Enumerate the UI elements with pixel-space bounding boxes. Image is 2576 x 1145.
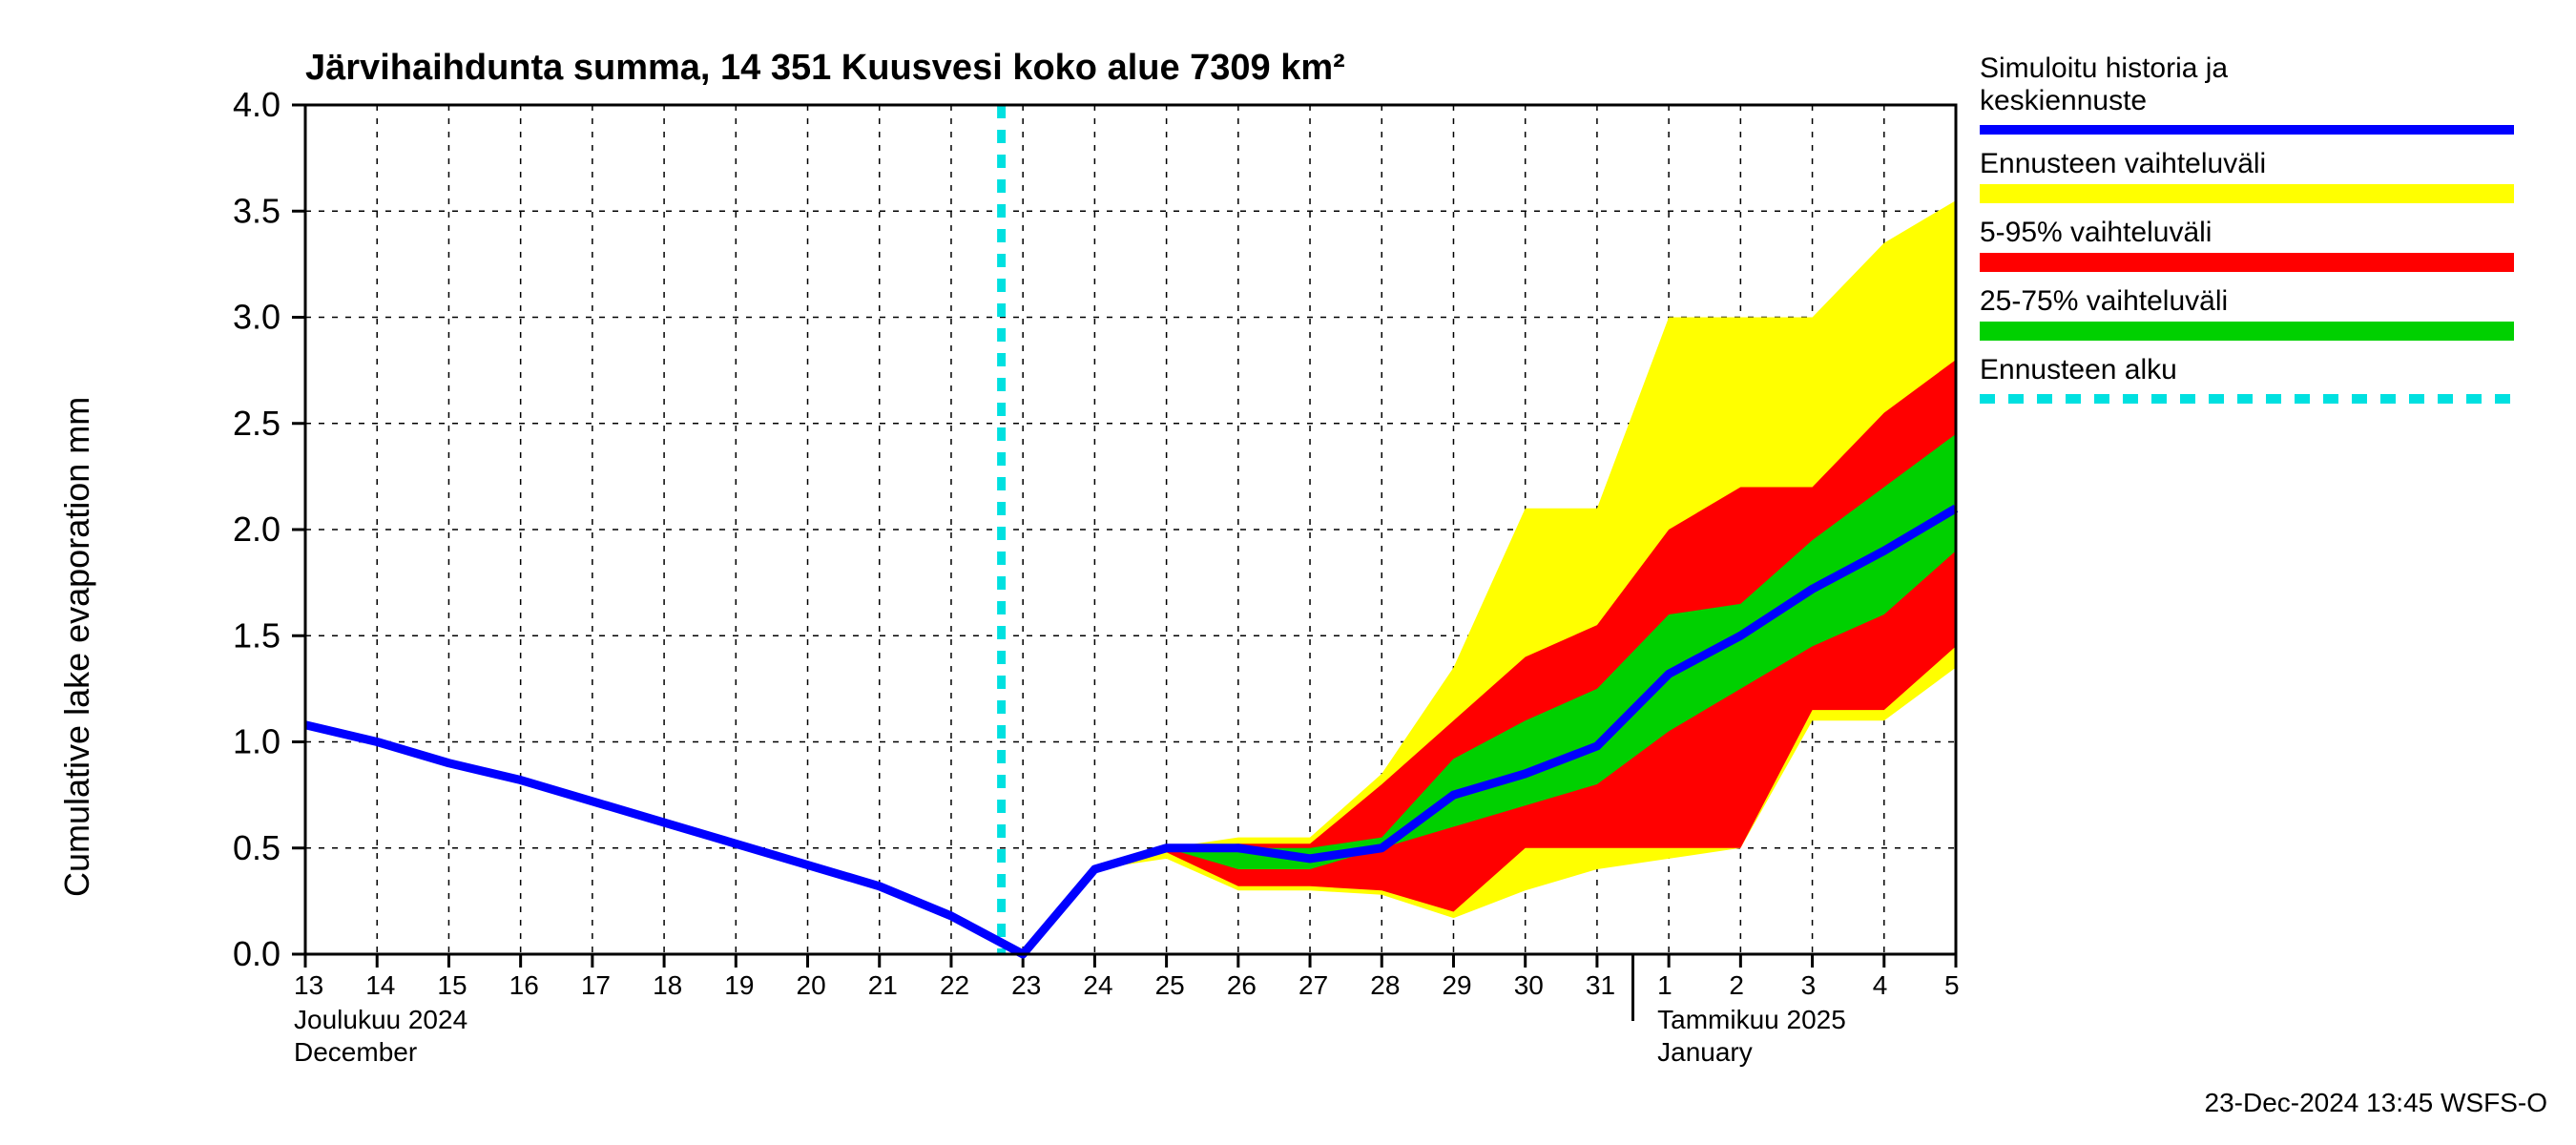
legend: Simuloitu historia jakeskiennuste Ennuste… — [1980, 52, 2514, 417]
svg-text:December: December — [294, 1037, 417, 1067]
svg-text:20: 20 — [797, 970, 826, 1000]
svg-text:January: January — [1657, 1037, 1753, 1067]
svg-text:27: 27 — [1298, 970, 1328, 1000]
svg-text:0.0: 0.0 — [233, 934, 280, 973]
svg-text:23: 23 — [1011, 970, 1041, 1000]
svg-text:26: 26 — [1227, 970, 1257, 1000]
legend-label: keskiennuste — [1980, 85, 2514, 117]
svg-text:18: 18 — [653, 970, 682, 1000]
legend-label: Simuloitu historia ja — [1980, 52, 2514, 85]
svg-text:13: 13 — [294, 970, 323, 1000]
svg-text:Joulukuu 2024: Joulukuu 2024 — [294, 1005, 467, 1034]
legend-swatch — [1980, 322, 2514, 341]
legend-label: 5-95% vaihteluväli — [1980, 217, 2514, 249]
svg-text:31: 31 — [1586, 970, 1615, 1000]
legend-item: Ennusteen vaihteluväli — [1980, 148, 2514, 203]
svg-text:28: 28 — [1370, 970, 1400, 1000]
svg-text:3.5: 3.5 — [233, 191, 280, 230]
svg-text:1: 1 — [1657, 970, 1672, 1000]
legend-swatch — [1980, 253, 2514, 272]
svg-text:30: 30 — [1514, 970, 1544, 1000]
legend-label: 25-75% vaihteluväli — [1980, 285, 2514, 318]
svg-text:1.5: 1.5 — [233, 615, 280, 655]
svg-text:22: 22 — [940, 970, 969, 1000]
svg-text:19: 19 — [724, 970, 754, 1000]
legend-swatch — [1980, 394, 2514, 404]
svg-text:5: 5 — [1944, 970, 1960, 1000]
svg-text:4: 4 — [1873, 970, 1888, 1000]
legend-item: Ennusteen alku — [1980, 354, 2514, 404]
svg-text:21: 21 — [868, 970, 898, 1000]
legend-label: Ennusteen vaihteluväli — [1980, 148, 2514, 180]
svg-text:2: 2 — [1729, 970, 1744, 1000]
timestamp: 23-Dec-2024 13:45 WSFS-O — [2205, 1088, 2548, 1118]
svg-text:1.0: 1.0 — [233, 722, 280, 761]
svg-text:17: 17 — [581, 970, 611, 1000]
legend-item: 5-95% vaihteluväli — [1980, 217, 2514, 272]
svg-text:15: 15 — [437, 970, 467, 1000]
svg-text:24: 24 — [1083, 970, 1112, 1000]
legend-swatch — [1980, 125, 2514, 135]
svg-text:3: 3 — [1801, 970, 1817, 1000]
svg-text:2.5: 2.5 — [233, 404, 280, 443]
legend-label: Ennusteen alku — [1980, 354, 2514, 386]
svg-text:14: 14 — [365, 970, 395, 1000]
svg-text:2.0: 2.0 — [233, 510, 280, 549]
legend-item: 25-75% vaihteluväli — [1980, 285, 2514, 341]
svg-text:3.0: 3.0 — [233, 298, 280, 337]
legend-swatch — [1980, 184, 2514, 203]
svg-text:Tammikuu 2025: Tammikuu 2025 — [1657, 1005, 1846, 1034]
svg-text:29: 29 — [1442, 970, 1471, 1000]
legend-item: Simuloitu historia jakeskiennuste — [1980, 52, 2514, 135]
svg-text:25: 25 — [1155, 970, 1185, 1000]
chart-container: Järvihaihdunta summa, 14 351 Kuusvesi ko… — [0, 0, 2576, 1145]
svg-text:4.0: 4.0 — [233, 85, 280, 124]
svg-text:0.5: 0.5 — [233, 828, 280, 867]
svg-text:16: 16 — [509, 970, 539, 1000]
